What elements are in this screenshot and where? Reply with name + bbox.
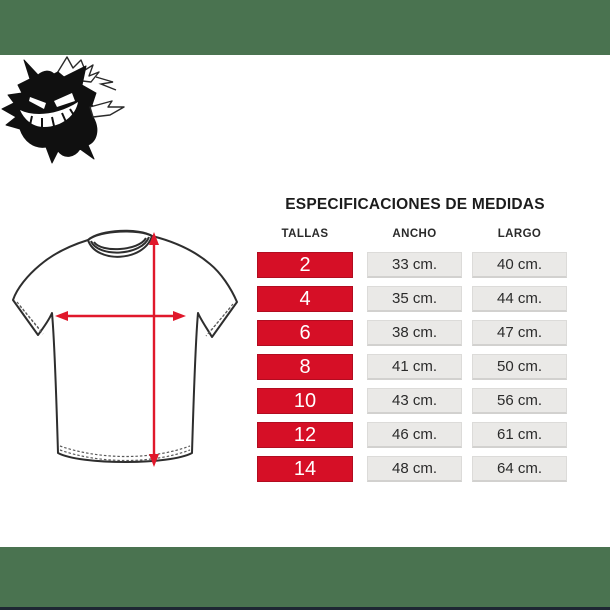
header-largo: LARGO	[497, 228, 542, 240]
size-cell: 2	[257, 252, 353, 278]
size-cell: 10	[257, 388, 353, 414]
table-row: 6 38 cm. 47 cm.	[257, 320, 567, 346]
width-arrow-icon	[55, 311, 186, 321]
table-row: 14 48 cm. 64 cm.	[257, 456, 567, 482]
largo-cell: 50 cm.	[472, 354, 567, 380]
page-title: ESPECIFICACIONES DE MEDIDAS	[285, 196, 545, 213]
ancho-cell: 41 cm.	[367, 354, 462, 380]
ancho-cell: 48 cm.	[367, 456, 462, 482]
size-cell: 4	[257, 286, 353, 312]
ancho-cell: 38 cm.	[367, 320, 462, 346]
largo-cell: 64 cm.	[472, 456, 567, 482]
table-row: 8 41 cm. 50 cm.	[257, 354, 567, 380]
largo-cell: 61 cm.	[472, 422, 567, 448]
length-arrow-icon	[149, 232, 159, 467]
largo-cell: 47 cm.	[472, 320, 567, 346]
size-cell: 8	[257, 354, 353, 380]
tshirt-measurement-diagram	[12, 229, 238, 467]
size-cell: 14	[257, 456, 353, 482]
header-tallas: TALLAS	[281, 228, 329, 240]
ancho-cell: 33 cm.	[367, 252, 462, 278]
bottom-dark-strip	[0, 607, 610, 610]
largo-cell: 44 cm.	[472, 286, 567, 312]
table-row: 4 35 cm. 44 cm.	[257, 286, 567, 312]
top-green-band	[0, 0, 610, 55]
ancho-cell: 35 cm.	[367, 286, 462, 312]
ancho-cell: 46 cm.	[367, 422, 462, 448]
gengar-silhouette-icon	[1, 56, 125, 164]
header-ancho: ANCHO	[392, 228, 437, 240]
table-row: 2 33 cm. 40 cm.	[257, 252, 567, 278]
tshirt-outline	[12, 229, 238, 463]
largo-cell: 56 cm.	[472, 388, 567, 414]
size-cell: 12	[257, 422, 353, 448]
bottom-green-band	[0, 547, 610, 610]
table-row: 12 46 cm. 61 cm.	[257, 422, 567, 448]
largo-cell: 40 cm.	[472, 252, 567, 278]
table-row: 10 43 cm. 56 cm.	[257, 388, 567, 414]
size-cell: 6	[257, 320, 353, 346]
ancho-cell: 43 cm.	[367, 388, 462, 414]
